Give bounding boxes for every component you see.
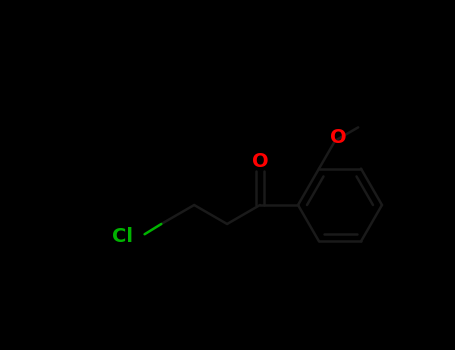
Text: Cl: Cl <box>111 227 132 246</box>
Text: O: O <box>330 128 346 147</box>
Text: O: O <box>252 152 268 171</box>
